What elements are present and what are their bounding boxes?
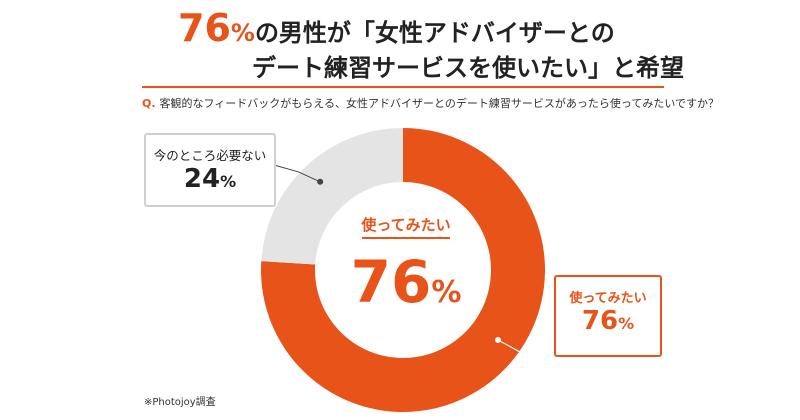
callout-not-needed-label: 今のところ必要ない — [153, 148, 267, 163]
headline-line1: 76%の男性が「女性アドバイザーとの — [178, 8, 615, 56]
leader-dot-orange — [495, 337, 501, 343]
headline-line1-text: の男性が「女性アドバイザーとの — [254, 19, 615, 47]
callout-want-to-try-value: 76 — [581, 306, 619, 336]
donut-center-divider — [362, 237, 450, 239]
callout-not-needed-unit: % — [220, 172, 237, 191]
headline-percent-unit: % — [230, 19, 255, 47]
headline-divider — [142, 86, 664, 88]
question: Q. 客観的なフィードバックがもらえる、女性アドバイザーとのデート練習サービスがあ… — [142, 95, 719, 111]
donut-center-label: 使ってみたい — [361, 216, 451, 234]
leader-line-gray — [273, 164, 321, 183]
leader-dot-gray — [317, 178, 324, 185]
callout-want-to-try: 使ってみたい 76% — [554, 275, 662, 357]
donut-center-value: 76% — [330, 248, 482, 316]
donut-slices — [260, 128, 546, 412]
donut-center-number: 76 — [350, 248, 432, 316]
leader-line-orange — [497, 339, 554, 353]
headline-line2: デート練習サービスを使いたい」と希望 — [252, 54, 684, 82]
callout-want-to-try-unit: % — [618, 314, 635, 333]
donut-center-unit: % — [431, 275, 462, 310]
question-prefix: Q. — [142, 97, 156, 110]
donut-slice-not-needed — [261, 128, 403, 265]
source-note: ※Photojoy調査 — [144, 397, 216, 408]
callout-not-needed: 今のところ必要ない 24% — [144, 133, 276, 207]
callout-not-needed-value: 24 — [183, 164, 221, 194]
headline-percent-number: 76 — [178, 6, 231, 50]
donut-slice-want-to-try — [260, 128, 546, 412]
question-text: 客観的なフィードバックがもらえる、女性アドバイザーとのデート練習サービスがあった… — [159, 97, 719, 110]
callout-want-to-try-label: 使ってみたい — [569, 291, 647, 306]
